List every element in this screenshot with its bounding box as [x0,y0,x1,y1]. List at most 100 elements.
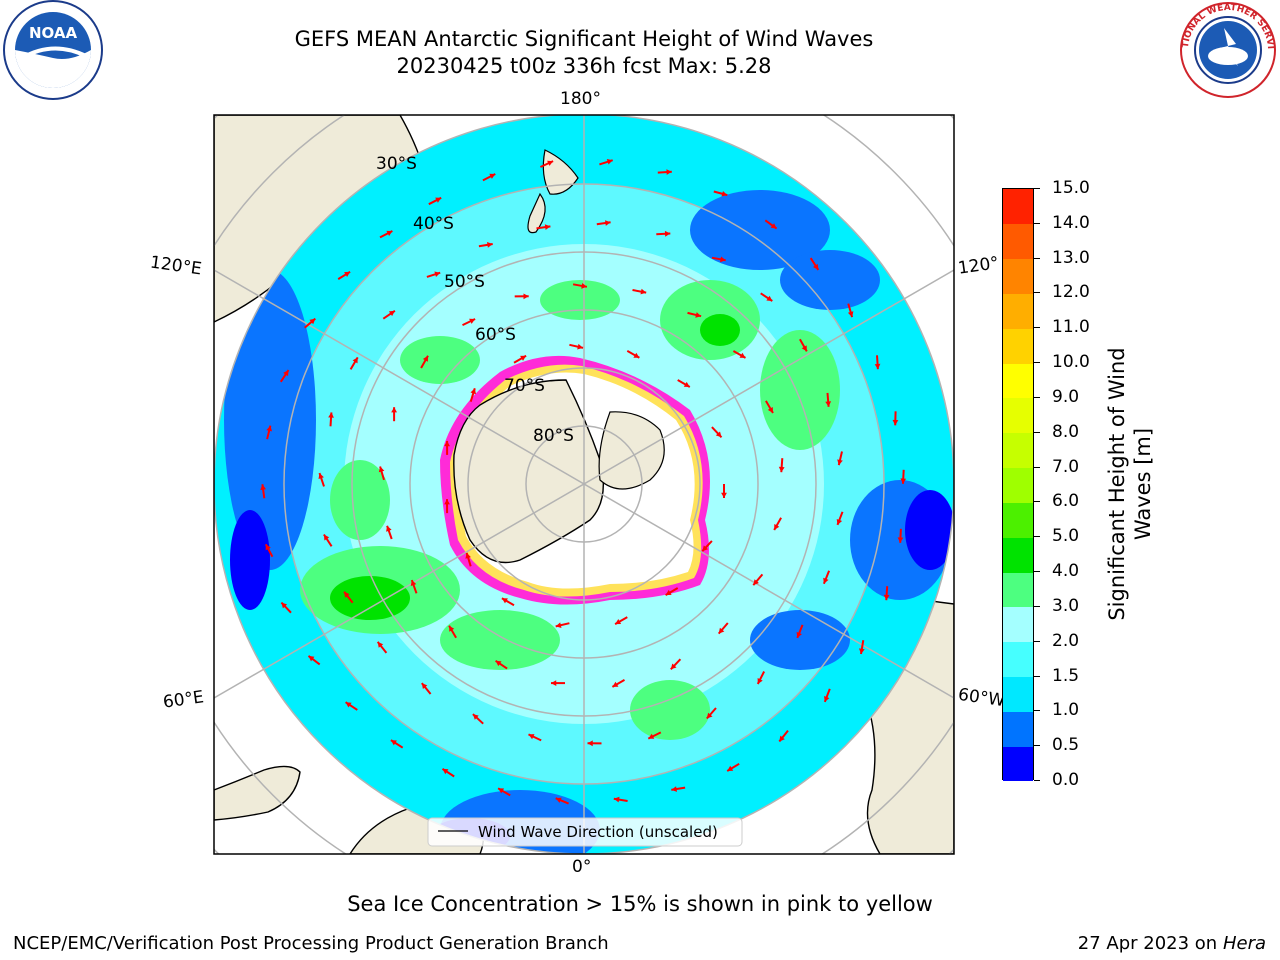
lat-label-80s: 80°S [533,426,574,446]
colorbar-tick [1034,501,1040,503]
wind-wave-arrowhead [664,230,671,237]
wind-wave-arrowhead [874,363,881,370]
wind-wave-arrowhead [547,160,554,166]
colorbar-label: Significant Height of Wind Waves [m] [1105,347,1155,621]
wind-wave-arrowhead [836,519,843,525]
wind-wave-arrowhead [520,355,527,361]
colorbar-tick-label: 15.0 [1052,178,1090,198]
wind-wave-arrowhead [587,740,593,747]
colorbar-segment [1003,502,1033,538]
colorbar-tick-label: 3.0 [1052,595,1080,616]
wind-wave-arrowhead [444,440,450,447]
wind-wave-arrowhead [778,466,785,473]
wind-wave-arrowhead [551,680,557,686]
wind-wave-arrows [260,159,907,805]
wind-wave-arrowhead [615,619,622,625]
lat-label-40s: 40°S [413,214,454,234]
wind-wave-arrowhead [345,702,352,708]
wind-wave-arrowhead [344,591,350,598]
credit-machine: Hera [1222,933,1266,954]
colorbar-tick [1034,188,1040,189]
lat-label-50s: 50°S [444,272,485,292]
wind-wave-arrowhead [442,768,449,775]
colorbar-tick-label: 14.0 [1052,212,1090,233]
wind-wave-arrowhead [666,169,672,175]
wind-wave-arrowhead [823,577,829,584]
wind-wave-arrowhead [495,660,502,667]
colorbar [1002,188,1034,782]
wind-wave-arrowhead [435,197,442,203]
colorbar-tick [1034,675,1040,677]
wind-wave-arrowhead [410,580,417,586]
wind-wave-arrowhead [469,318,476,324]
graticule [214,115,954,854]
wind-wave-arrowhead [718,627,725,634]
colorbar-tick [1034,362,1040,364]
map-frame-border [213,114,955,855]
wind-wave-arrowhead [670,663,677,670]
wind-wave-arrowhead [266,425,272,432]
wind-wave-arrowhead [421,683,428,689]
wind-wave-arrowhead [796,631,802,638]
credit-date-text: 27 Apr 2023 on [1077,933,1223,954]
wind-wave-arrowhead [555,622,562,628]
colorbar-tick [1034,571,1040,573]
wind-wave-arrowhead [501,598,508,604]
colorbar-segment [1003,746,1033,782]
wind-wave-arrowhead [309,318,316,325]
wind-wave-arrowhead [470,388,476,395]
map-subtitle: 20230425 t00z 336h fcst Max: 5.28 [396,54,772,78]
colorbar-tick-label: 2.0 [1052,630,1080,651]
colorbar-segment [1003,189,1033,225]
wind-wave-arrowhead [344,271,351,277]
wind-wave-arrowhead [779,735,785,742]
wind-wave-arrowhead [388,310,395,317]
colorbar-tick [1034,745,1040,747]
colorbar-segment [1003,293,1033,329]
wind-wave-arrowhead [683,381,690,387]
wind-wave-arrowhead [260,484,266,490]
legend-label: Wind Wave Direction (unscaled) [478,823,718,841]
colorbar-segment [1003,258,1033,294]
wind-wave-arrowhead [766,295,773,301]
colorbar-segment [1003,223,1033,260]
wind-wave-arrowhead [613,796,620,803]
colorbar-tick [1034,466,1040,468]
map-title: GEFS MEAN Antarctic Significant Height o… [294,27,874,51]
colorbar-tick [1034,780,1040,781]
lon-label-180: 180° [560,89,601,109]
wind-wave-arrowhead [265,544,271,551]
wind-wave-arrowhead [727,765,734,771]
lat-label-30s: 30°S [376,154,417,174]
colorbar-tick-label: 4.0 [1052,561,1080,582]
wind-wave-arrowhead [648,733,655,739]
colorbar-tick [1034,605,1040,607]
colorbar-segment [1003,676,1033,712]
wind-wave-arrowhead [555,797,562,803]
wind-wave-arrowhead [352,357,358,364]
wind-wave-arrowhead [612,681,619,687]
credit-date: 27 Apr 2023 on Hera [1078,933,1266,954]
wind-wave-arrowhead [606,159,613,165]
wind-wave-arrowhead [801,345,807,352]
colorbar-tick-label: 5.0 [1052,526,1080,547]
wind-wave-arrowhead [640,288,647,295]
wind-wave-arrowhead [422,355,428,362]
east-antarctica-land [453,379,605,564]
wind-wave-arrowhead [721,492,727,498]
lat-label-60s: 60°S [475,325,516,345]
wind-wave-arrowhead [720,256,726,263]
colorbar-tick [1034,431,1040,433]
colorbar-tick [1034,640,1040,642]
wind-wave-arrowhead [900,478,907,484]
colorbar-tick-label: 0.5 [1052,735,1080,756]
wind-wave-arrowhead [837,459,843,466]
colorbar-tick [1034,292,1040,294]
wind-wave-arrowhead [770,223,777,229]
sea-ice-footnote: Sea Ice Concentration > 15% is shown in … [347,892,933,916]
lat-label-70s: 70°S [504,376,545,396]
colorbar-segment [1003,328,1033,364]
wind-wave-arrowhead [757,678,763,684]
wind-wave-arrowhead [883,594,890,601]
